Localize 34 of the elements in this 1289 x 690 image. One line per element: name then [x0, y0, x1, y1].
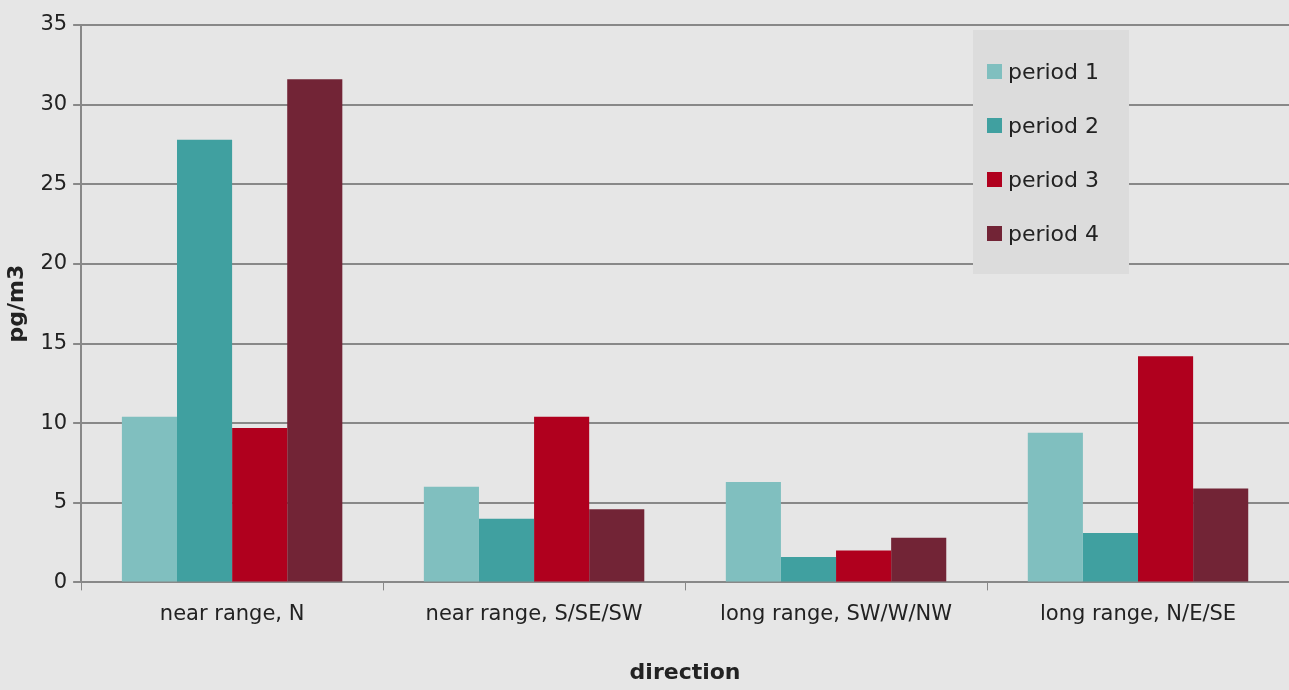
x-tick-label: near range, S/SE/SW: [425, 601, 643, 626]
y-tick-label: 5: [53, 489, 68, 514]
bar: [1082, 533, 1139, 582]
y-axis-title: pg/m3: [2, 264, 28, 343]
bar: [836, 550, 892, 582]
y-tick-label: 25: [40, 170, 68, 195]
bar: [891, 537, 947, 582]
bar: [478, 518, 535, 582]
legend-label: period 3: [1007, 166, 1099, 192]
legend-label: period 1: [1007, 58, 1099, 84]
bar: [177, 139, 233, 582]
bar: [725, 482, 781, 582]
bar: [121, 416, 177, 582]
x-tick-label: long range, N/E/SE: [1039, 601, 1237, 626]
bar: [1138, 356, 1194, 582]
bar: [589, 509, 645, 582]
x-tick-label: near range, N: [159, 601, 305, 626]
bar: [534, 416, 590, 582]
y-tick-label: 10: [40, 409, 68, 434]
bar: [1027, 432, 1083, 582]
y-tick-label: 35: [40, 11, 68, 36]
x-axis-title: direction: [629, 658, 741, 684]
legend-label: period 4: [1007, 220, 1099, 246]
y-tick-label: 20: [40, 250, 68, 275]
bar: [232, 427, 288, 582]
bar: [1193, 488, 1249, 582]
y-tick-label: 0: [53, 568, 68, 593]
bar: [287, 79, 343, 582]
y-tick-label: 15: [40, 329, 68, 354]
bar: [780, 556, 837, 582]
y-tick-label: 30: [40, 91, 68, 116]
legend-label: period 2: [1007, 112, 1099, 138]
bar: [423, 486, 479, 582]
x-tick-label: long range, SW/W/NW: [720, 601, 953, 626]
